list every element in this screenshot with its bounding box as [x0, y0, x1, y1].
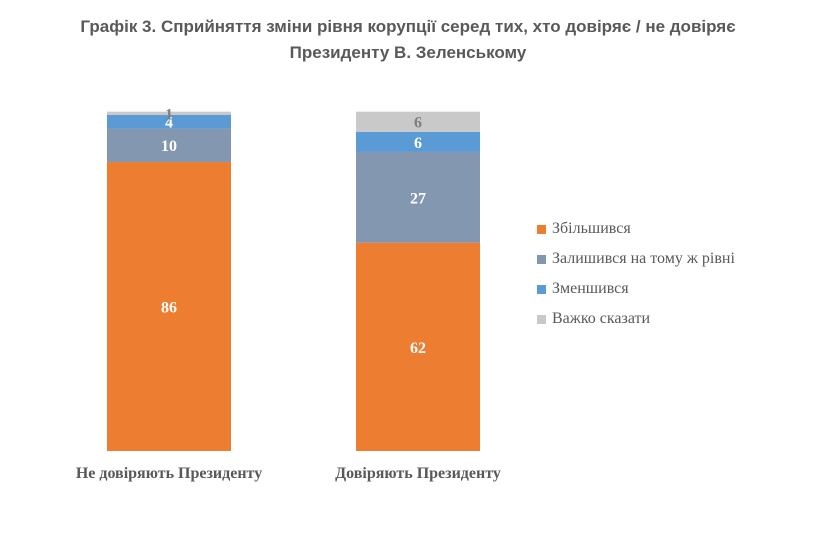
legend-item-same: Залишився на тому ж рівні — [537, 244, 735, 274]
bar-segment-decreased-1 — [107, 115, 231, 129]
legend-label-decreased: Зменшився — [552, 280, 629, 297]
legend-swatch-increased — [537, 224, 546, 234]
chart-legend: Збільшився Залишився на тому ж рівні Зме… — [537, 214, 735, 334]
data-label-same-1: 10 — [161, 138, 177, 155]
bar-segment-increased-2 — [356, 242, 480, 451]
category-label-1: Не довіряють Президенту — [76, 465, 262, 482]
data-label-same-2: 27 — [410, 190, 426, 207]
data-label-hard-to-say-1: 1 — [165, 106, 173, 123]
legend-item-increased: Збільшився — [537, 214, 735, 244]
legend-swatch-same — [537, 254, 546, 264]
category-label-2: Довіряють Президенту — [335, 465, 501, 482]
data-label-hard-to-say-2: 6 — [414, 115, 422, 132]
legend-item-hard-to-say: Важко сказати — [537, 304, 735, 334]
legend-label-increased: Збільшився — [552, 220, 631, 237]
data-label-increased-2: 62 — [410, 340, 426, 357]
legend-label-same: Залишився на тому ж рівні — [552, 250, 735, 267]
bar-segment-hard-to-say-1 — [107, 111, 231, 115]
chart-title-line-2: Президенту В. Зеленському — [289, 43, 527, 62]
legend-item-decreased: Зменшився — [537, 274, 735, 304]
data-label-decreased-2: 6 — [414, 135, 422, 152]
legend-label-hard-to-say: Важко сказати — [552, 310, 651, 327]
bar-segment-decreased-2 — [356, 131, 480, 152]
bar-segment-increased-1 — [107, 162, 231, 452]
data-label-decreased-1: 4 — [165, 115, 173, 132]
chart-title-line-1: Графік 3. Сприйняття зміни рівня корупці… — [80, 17, 736, 36]
chart-title: Графік 3. Сприйняття зміни рівня корупці… — [0, 14, 816, 66]
bar-segment-same-2 — [356, 151, 480, 243]
data-label-increased-1: 86 — [161, 300, 177, 317]
bar-segment-same-1 — [107, 128, 231, 163]
bar-segment-hard-to-say-2 — [356, 111, 480, 132]
legend-swatch-decreased — [537, 284, 546, 294]
legend-swatch-hard-to-say — [537, 314, 546, 324]
